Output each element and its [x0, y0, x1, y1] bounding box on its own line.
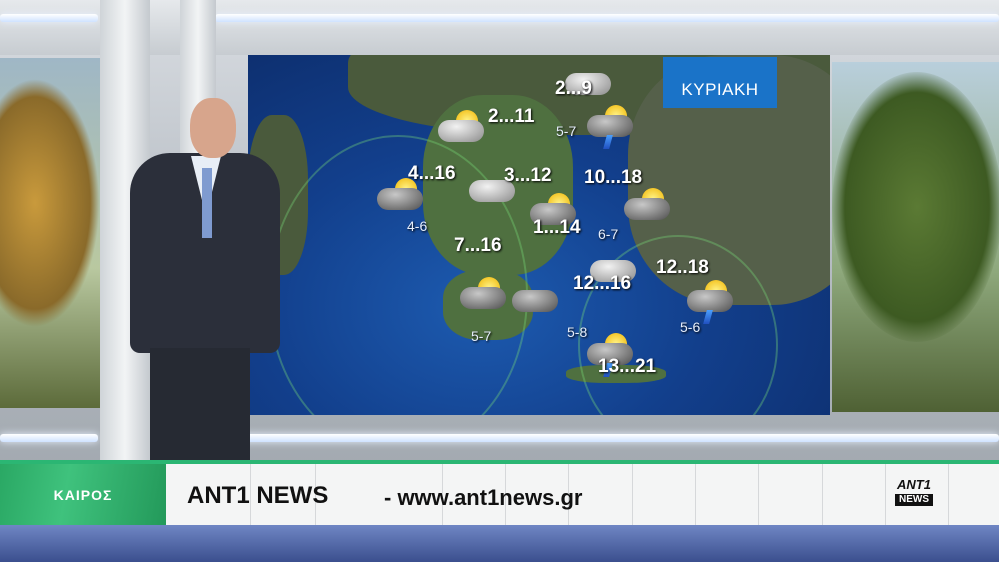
temperature-label: 3...12 — [504, 165, 552, 186]
brand-label: ANT1 NEWS — [187, 482, 329, 509]
temperature-label: 12..18 — [656, 257, 709, 278]
sun-cloud-rain-icon — [373, 178, 427, 212]
temperature-label: 2...9 — [555, 78, 592, 99]
light-strip — [240, 434, 999, 442]
wind-label: 6-7 — [598, 226, 619, 242]
wind-label: 5-7 — [556, 123, 577, 139]
wind-label: 5-8 — [567, 324, 588, 340]
presenter-tie — [202, 168, 212, 238]
sun-cloud-thunderstorm-icon — [583, 105, 637, 149]
category-label: ΚΑΙΡΟΣ — [0, 464, 166, 525]
ant1-news-logo: ANT1 NEWS — [895, 478, 933, 514]
sun-cloud-rain-icon — [526, 193, 580, 227]
temperature-label: 1...14 — [533, 217, 581, 238]
tree — [832, 72, 999, 342]
studio-ceiling — [0, 0, 999, 55]
cloudy-icon — [586, 250, 640, 284]
temperature-label: 2...11 — [488, 106, 535, 127]
wind-label: 4-6 — [407, 218, 428, 234]
wind-label: 5-7 — [471, 328, 492, 344]
cloudy-icon — [561, 63, 615, 97]
studio-window-left — [0, 58, 100, 408]
temperature-label: 12...16 — [573, 273, 632, 294]
studio-floor — [0, 525, 999, 562]
sun-cloud-rain-icon — [620, 188, 674, 222]
temperature-label: 4...16 — [408, 163, 456, 184]
cloudy-icon — [465, 170, 519, 204]
lower-third: ΚΑΙΡΟΣ ANT1 NEWS - www.ant1news.gr ANT1 N… — [0, 460, 999, 525]
weather-map: ΚΥΡΙΑΚΗ 2...9 2...11 4...16 3...12 10...… — [248, 55, 830, 415]
sun-cloud-thunderstorm-icon — [683, 280, 737, 324]
day-label: ΚΥΡΙΑΚΗ — [663, 57, 777, 108]
wind-label: 5-6 — [680, 319, 701, 335]
cloudy-rain-icon — [508, 280, 562, 314]
sun-cloud-icon — [434, 110, 488, 144]
presenter-head — [190, 98, 236, 158]
tree — [0, 78, 100, 328]
studio-window-right — [832, 62, 999, 412]
temperature-label: 7...16 — [454, 235, 502, 256]
light-strip — [215, 14, 999, 22]
sun-cloud-rain-icon — [456, 277, 510, 311]
light-strip — [0, 434, 98, 442]
temperature-label: 10...18 — [584, 167, 643, 188]
temperature-label: 13...21 — [598, 356, 657, 377]
sun-cloud-thunderstorm-icon — [583, 333, 637, 377]
presenter — [125, 98, 285, 550]
website-url: - www.ant1news.gr — [384, 485, 583, 510]
light-strip — [0, 14, 98, 22]
